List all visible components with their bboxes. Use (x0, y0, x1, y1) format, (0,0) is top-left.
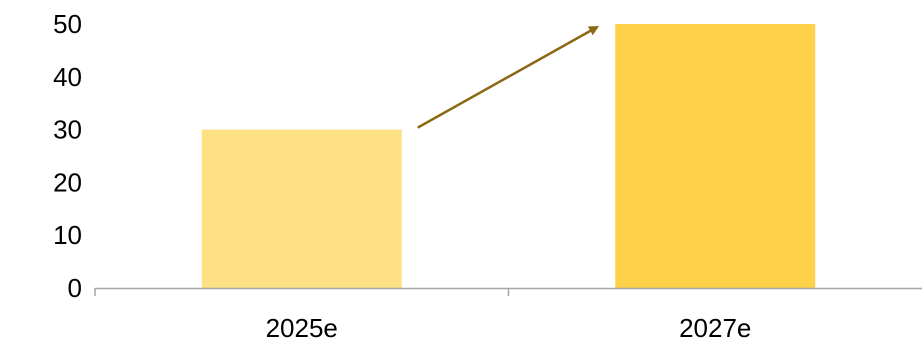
x-category-label: 2025e (266, 313, 338, 343)
y-tick-label: 0 (68, 273, 82, 303)
growth-arrow (417, 25, 599, 129)
bar-2027e (615, 24, 816, 288)
y-tick-label: 20 (53, 167, 82, 197)
y-tick-label: 30 (53, 115, 82, 145)
annotation-group (417, 25, 599, 129)
y-tick-label: 40 (53, 62, 82, 92)
bar-2025e (201, 129, 402, 288)
bars-group (201, 24, 816, 288)
x-axis: 2025e 2027e (94, 287, 922, 343)
x-category-label: 2027e (679, 313, 751, 343)
y-tick-label: 50 (53, 9, 82, 39)
y-tick-label: 10 (53, 220, 82, 250)
y-axis: 0 10 20 30 40 50 (53, 9, 82, 303)
